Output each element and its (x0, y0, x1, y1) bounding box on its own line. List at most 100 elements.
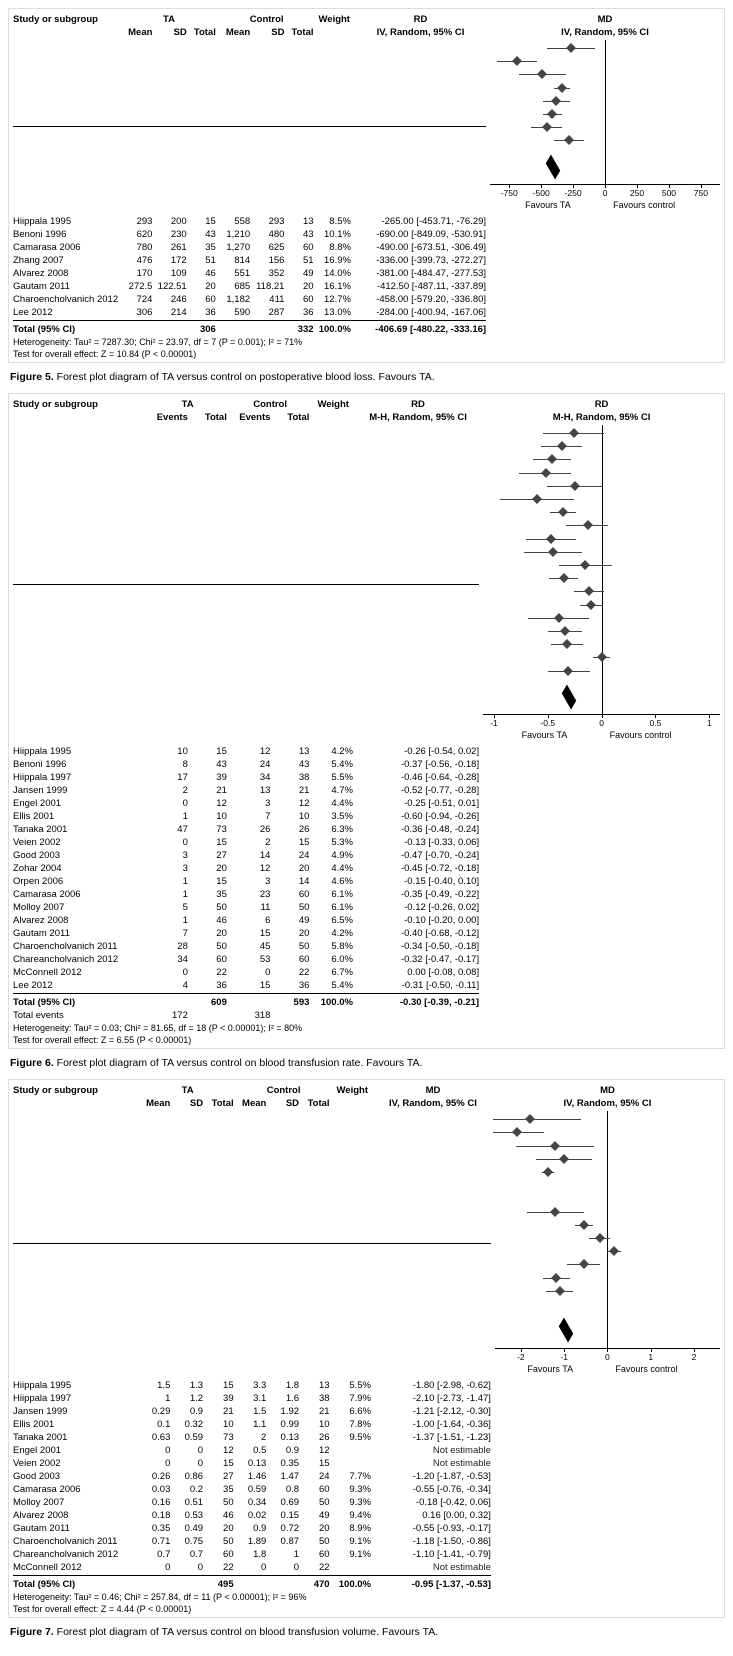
cell: 36 (190, 979, 229, 992)
grp-weight: Weight (311, 398, 355, 411)
cell: 170 (120, 267, 154, 280)
cell: 34 (229, 771, 273, 784)
cell: Good 2003 (11, 849, 146, 862)
cell: -458.00 [-579.20, -336.80] (353, 293, 488, 306)
cell: -0.35 [-0.49, -0.22] (355, 888, 481, 901)
cell: 480 (252, 228, 286, 241)
cell: 0.2 (172, 1483, 205, 1496)
cell: 22 (272, 966, 311, 979)
cell: 0 (268, 1561, 301, 1574)
table-row: Charoencholvanich 2012724246601,18241160… (11, 293, 722, 306)
total-w: 100.0% (311, 996, 355, 1009)
cell: 200 (154, 215, 188, 228)
cell: 21 (190, 784, 229, 797)
cell: 1 (146, 875, 190, 888)
table-row: Camarasa 2006780261351,270625608.8%-490.… (11, 241, 722, 254)
figure7-panel: Study or subgroup TA Control Weight MD M… (8, 1079, 725, 1617)
cell: 14 (229, 849, 273, 862)
cell: 35 (190, 888, 229, 901)
cell: 51 (286, 254, 315, 267)
cell: 20 (189, 280, 218, 293)
cell: 15 (229, 979, 273, 992)
cell: 0.8 (268, 1483, 301, 1496)
cell: 0.9 (172, 1405, 205, 1418)
cell: 3 (229, 875, 273, 888)
cell: 50 (205, 1496, 236, 1509)
cell: 1 (146, 810, 190, 823)
cell: 53 (229, 953, 273, 966)
cell: 10.1% (316, 228, 353, 241)
cell: -0.37 [-0.56, -0.18] (355, 758, 481, 771)
cell: 13 (301, 1379, 332, 1392)
total-events-ta: 172 (146, 1009, 190, 1022)
cell: 0.15 (268, 1509, 301, 1522)
cell: 1 (268, 1548, 301, 1561)
cell: 0.34 (236, 1496, 269, 1509)
cell: 7.7% (332, 1470, 373, 1483)
cell: 590 (218, 306, 252, 319)
grp-weight: Weight (316, 13, 353, 26)
table-row: Alvarez 2008170109465513524914.0%-381.00… (11, 267, 722, 280)
cell: 21 (205, 1405, 236, 1418)
cell: -0.12 [-0.26, 0.02] (355, 901, 481, 914)
cell: -0.15 [-0.40, 0.10] (355, 875, 481, 888)
cell: 122.51 (154, 280, 188, 293)
cell: 60 (286, 293, 315, 306)
cell: 21 (301, 1405, 332, 1418)
cell: 0 (172, 1457, 205, 1470)
total-label: Total (95% CI) (11, 1578, 140, 1591)
sub-tot1: Total (205, 1097, 236, 1110)
cell: -690.00 [-849.09, -530.91] (353, 228, 488, 241)
table-row: Camarasa 20060.030.2350.590.8609.3%-0.55… (11, 1483, 722, 1496)
cell: 13 (286, 215, 315, 228)
cell: 1.47 (268, 1470, 301, 1483)
cell: 12 (301, 1444, 332, 1457)
cell: 2 (146, 784, 190, 797)
cell: 0.9 (236, 1522, 269, 1535)
cell: 3 (229, 797, 273, 810)
cell: -336.00 [-399.73, -272.27] (353, 254, 488, 267)
cell: -2.10 [-2.73, -1.47] (373, 1392, 493, 1405)
cell: 20 (190, 862, 229, 875)
table-row: Benoni 199684324435.4%-0.37 [-0.56, -0.1… (11, 758, 722, 771)
total-w: 100.0% (332, 1578, 373, 1591)
table-row: Benoni 1996620230431,2104804310.1%-690.0… (11, 228, 722, 241)
sub-tot2: Total (301, 1097, 332, 1110)
cell: Not estimable (373, 1444, 493, 1457)
cell: 60 (272, 953, 311, 966)
cell: Molloy 2007 (11, 901, 146, 914)
table-row: Tanaka 2001477326266.3%-0.36 [-0.48, -0.… (11, 823, 722, 836)
cell: 36 (189, 306, 218, 319)
cell: 17 (146, 771, 190, 784)
total-c-n: 470 (301, 1578, 332, 1591)
cell: Veien 2002 (11, 836, 146, 849)
cell: 0.35 (140, 1522, 173, 1535)
cell: 1.8 (236, 1548, 269, 1561)
cell: 50 (190, 901, 229, 914)
cell: 26 (229, 823, 273, 836)
cell: 15 (205, 1379, 236, 1392)
cell: Chareancholvanich 2012 (11, 1548, 140, 1561)
cell: 5.4% (311, 979, 355, 992)
cell: 625 (252, 241, 286, 254)
total-c-n: 593 (272, 996, 311, 1009)
cell: 6.1% (311, 901, 355, 914)
total-ta-n: 609 (190, 996, 229, 1009)
cell: 0 (140, 1457, 173, 1470)
cell: 49 (272, 914, 311, 927)
cell: 0.5 (236, 1444, 269, 1457)
cell: Camarasa 2006 (11, 241, 120, 254)
cell: 0 (146, 797, 190, 810)
cell: 60 (190, 953, 229, 966)
cell: Jansen 1999 (11, 784, 146, 797)
cell: 24 (272, 849, 311, 862)
cell: 4.6% (311, 875, 355, 888)
cell: 1.89 (236, 1535, 269, 1548)
cell: 724 (120, 293, 154, 306)
cell: 34 (146, 953, 190, 966)
sub-mean2: Mean (218, 26, 252, 39)
table-row: Good 20030.260.86271.461.47247.7%-1.20 [… (11, 1470, 722, 1483)
cell: 0.13 (236, 1457, 269, 1470)
grp-plot: MD (493, 1084, 722, 1097)
table-row: Gautam 201172015204.2%-0.40 [-0.68, -0.1… (11, 927, 722, 940)
